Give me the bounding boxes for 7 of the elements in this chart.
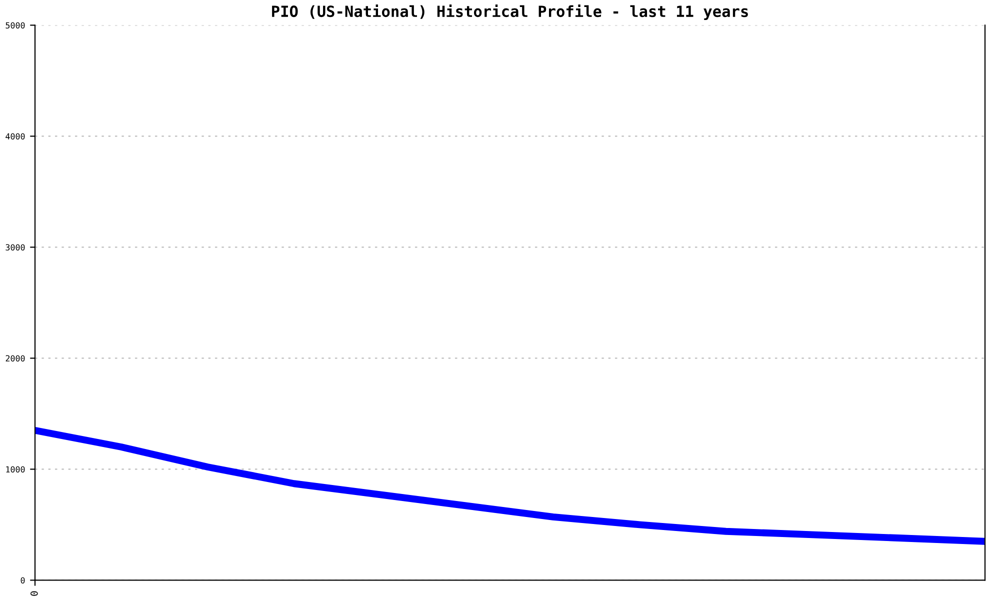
y-tick-label: 5000 bbox=[6, 22, 25, 29]
y-tick-label: 0 bbox=[20, 577, 25, 584]
y-tick-label: 2000 bbox=[6, 355, 25, 362]
y-tick-label: 1000 bbox=[6, 466, 25, 473]
y-tick-label: 3000 bbox=[6, 244, 25, 251]
y-tick-label: 4000 bbox=[6, 133, 25, 140]
chart-title: PIO (US-National) Historical Profile - last 11 years bbox=[272, 4, 748, 20]
